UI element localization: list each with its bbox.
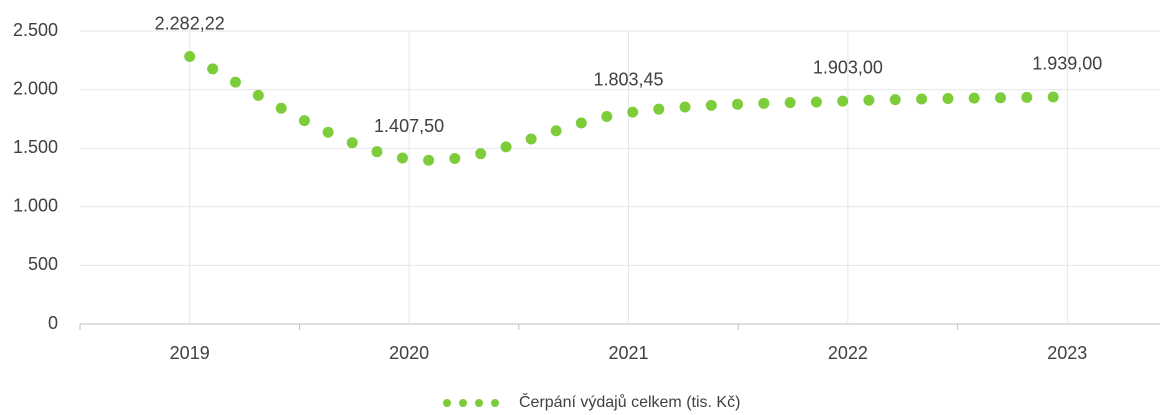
x-tick-label: 2020 [389, 343, 429, 363]
y-tick-label: 0 [48, 313, 58, 333]
x-tick-label: 2022 [828, 343, 868, 363]
x-tick-label: 2021 [608, 343, 648, 363]
y-tick-label: 2.500 [13, 20, 58, 40]
legend-label: Čerpání výdajů celkem (tis. Kč) [519, 392, 740, 411]
data-label: 2.282,22 [155, 13, 225, 33]
y-tick-label: 2.000 [13, 78, 58, 98]
data-label: 1.939,00 [1032, 53, 1102, 73]
x-tick-label: 2019 [170, 343, 210, 363]
y-tick-label: 500 [28, 254, 58, 274]
data-label: 1.407,50 [374, 116, 444, 136]
legend-item: Čerpání výdajů celkem (tis. Kč) [443, 392, 740, 411]
data-label: 1.903,00 [813, 58, 883, 78]
x-tick-label: 2023 [1047, 343, 1087, 363]
y-tick-label: 1.500 [13, 137, 58, 157]
y-tick-label: 1.000 [13, 196, 58, 216]
data-label: 1.803,45 [593, 69, 663, 89]
series-line [184, 51, 1073, 166]
